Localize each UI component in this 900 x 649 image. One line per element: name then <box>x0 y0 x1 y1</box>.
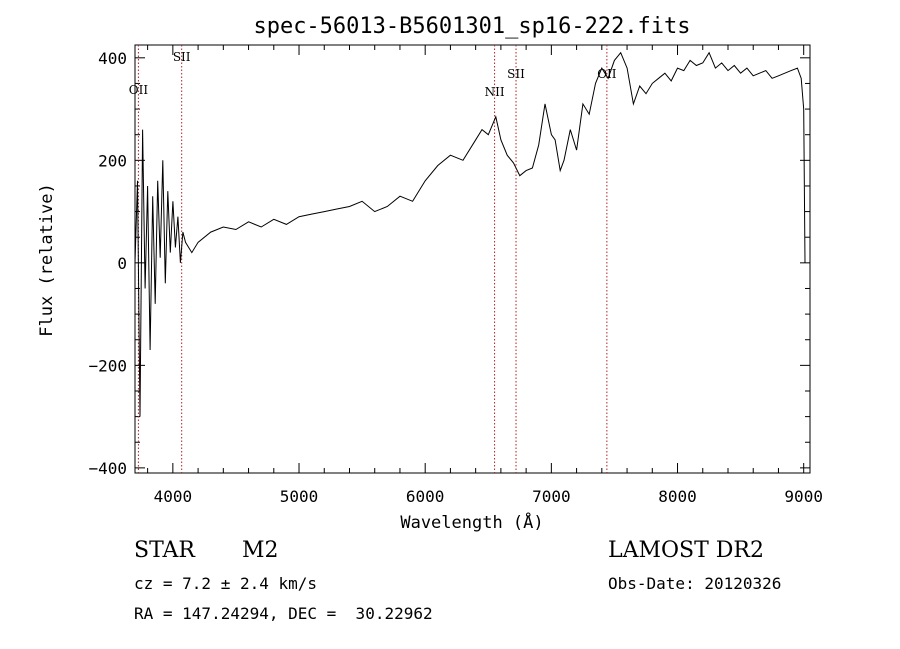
chart-title: spec-56013-B5601301_sp16-222.fits <box>253 14 690 39</box>
x-tick-label: 6000 <box>406 487 445 506</box>
emission-line-label: SII <box>507 67 525 81</box>
coordinates: RA = 147.24294, DEC = 30.22962 <box>134 604 433 623</box>
y-tick-label: −400 <box>88 459 127 478</box>
plot-frame <box>134 44 811 474</box>
survey-name: LAMOST DR2 <box>608 538 764 563</box>
emission-line-label: NII <box>485 85 505 99</box>
x-axis: 4000 5000 6000 7000 8000 9000 <box>147 45 823 506</box>
object-subclass: M2 <box>242 538 279 563</box>
y-tick-label: 0 <box>117 254 127 273</box>
y-tick-label: −200 <box>88 356 127 375</box>
x-tick-label: 7000 <box>532 487 571 506</box>
emission-line-label: SII <box>173 50 191 64</box>
y-tick-label: 400 <box>98 49 127 68</box>
observation-date: Obs-Date: 20120326 <box>608 574 782 593</box>
x-axis-label: Wavelength (Å) <box>400 511 543 533</box>
y-axis: −400 −200 0 200 400 <box>88 49 810 478</box>
spectrum-line <box>134 51 806 417</box>
emission-line-label: OII <box>597 67 617 81</box>
y-tick-label: 200 <box>98 151 127 170</box>
emission-line-label: OII <box>129 83 149 97</box>
x-tick-label: 8000 <box>658 487 697 506</box>
redshift-velocity: cz = 7.2 ± 2.4 km/s <box>134 574 318 593</box>
object-class: STAR <box>134 538 195 563</box>
x-tick-label: 9000 <box>784 487 823 506</box>
y-axis-label: Flux (relative) <box>37 183 57 337</box>
x-tick-label: 5000 <box>280 487 319 506</box>
x-tick-label: 4000 <box>154 487 193 506</box>
